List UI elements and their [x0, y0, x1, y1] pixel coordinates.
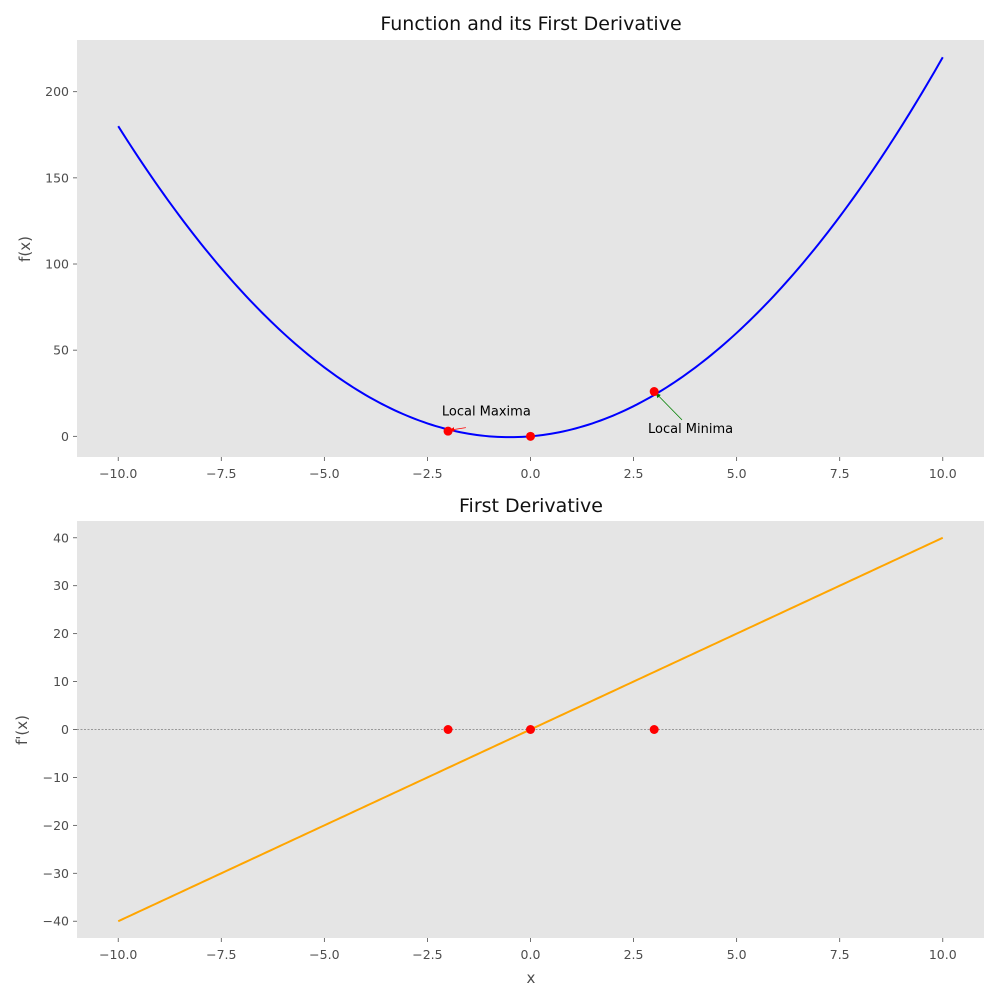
chart-title: Function and its First Derivative: [380, 13, 681, 35]
x-tick-label: 0.0: [521, 947, 541, 962]
chart-title: First Derivative: [459, 495, 603, 517]
x-tick-label: −10.0: [99, 466, 137, 481]
annotation-arrow: [655, 393, 683, 421]
chart-function: Function and its First Derivative −10.0−…: [16, 13, 984, 481]
y-axis-label: f'(x): [13, 715, 31, 745]
data-point: [649, 387, 659, 397]
y-tick-label: 40: [53, 530, 69, 545]
y-axis-ticks: 0 50 100 150 200: [45, 84, 77, 444]
data-point: [443, 426, 453, 436]
annotation-label: Local Minima: [648, 422, 733, 437]
x-tick-label: 5.0: [727, 466, 747, 481]
x-tick-label: −5.0: [309, 947, 339, 962]
x-axis-ticks: −10.0 −7.5 −5.0 −2.5 0.0 2.5 5.0 7.5 10.0: [99, 938, 957, 962]
x-axis-label: x: [527, 969, 536, 987]
y-tick-label: 100: [45, 257, 69, 272]
points-layer: [443, 387, 659, 441]
y-tick-label: 30: [53, 578, 69, 593]
y-tick-label: −20: [43, 818, 69, 833]
y-tick-label: 20: [53, 626, 69, 641]
y-tick-label: 200: [45, 84, 69, 99]
y-tick-label: 0: [61, 722, 69, 737]
points-layer: [443, 725, 659, 734]
y-tick-label: −10: [43, 770, 69, 785]
x-tick-label: 10.0: [929, 466, 957, 481]
plot-area: [77, 40, 984, 457]
y-tick-label: 50: [53, 343, 69, 358]
x-tick-label: −7.5: [206, 947, 236, 962]
data-point: [649, 725, 659, 734]
x-tick-label: −2.5: [412, 466, 442, 481]
data-point: [443, 725, 453, 734]
x-tick-label: 0.0: [521, 466, 541, 481]
annotations: Local Maxima Local Minima: [442, 393, 733, 437]
chart-derivative: First Derivative −10.0 −7.5 −5.0 −2.5 0.0 2.5…: [13, 495, 984, 987]
x-tick-label: −5.0: [309, 466, 339, 481]
y-tick-label: 150: [45, 170, 69, 185]
annotation-arrow: [449, 427, 466, 432]
data-point: [526, 431, 535, 441]
x-tick-label: −7.5: [206, 466, 236, 481]
y-axis-label: f(x): [16, 236, 34, 262]
x-tick-label: 7.5: [830, 466, 850, 481]
x-tick-label: 10.0: [929, 947, 957, 962]
y-tick-label: 10: [53, 674, 69, 689]
data-point: [526, 725, 535, 734]
annotation-label: Local Maxima: [442, 405, 531, 420]
x-axis-ticks: −10.0 −7.5 −5.0 −2.5 0.0 2.5 5.0 7.5 10.0: [99, 457, 957, 481]
y-tick-label: 0: [61, 429, 69, 444]
y-tick-label: −40: [43, 914, 69, 929]
x-tick-label: 7.5: [830, 947, 850, 962]
x-tick-label: −10.0: [99, 947, 137, 962]
x-tick-label: 2.5: [624, 466, 644, 481]
x-tick-label: −2.5: [412, 947, 442, 962]
y-tick-label: −30: [43, 866, 69, 881]
y-axis-ticks: −40 −30 −20 −10 0 10 20 30 40: [43, 530, 77, 929]
x-tick-label: 5.0: [727, 947, 747, 962]
x-tick-label: 2.5: [624, 947, 644, 962]
